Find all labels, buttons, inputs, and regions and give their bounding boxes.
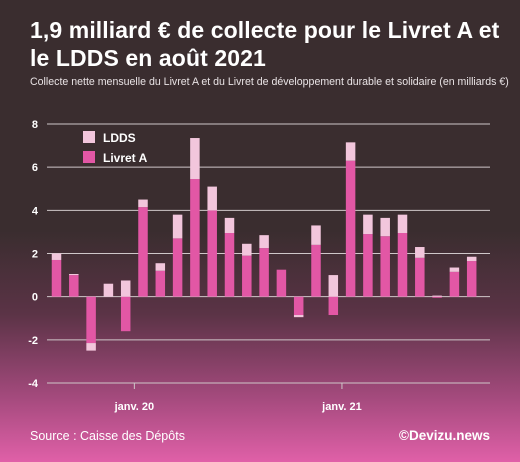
bar-livret-a bbox=[86, 296, 96, 344]
bar-livret-a bbox=[397, 232, 408, 297]
bar-ldds bbox=[103, 283, 114, 297]
bar-ldds bbox=[155, 263, 166, 271]
bar-ldds bbox=[138, 199, 148, 208]
source-note: Source : Caisse des Dépôts bbox=[30, 429, 185, 443]
bar-ldds bbox=[51, 253, 62, 260]
bar-livret-a bbox=[345, 160, 356, 297]
bar-livret-a bbox=[432, 296, 442, 298]
bar-livret-a bbox=[259, 248, 269, 297]
bar-livret-a bbox=[207, 210, 217, 297]
bar-livret-a bbox=[224, 232, 235, 297]
bar-livret-a bbox=[380, 236, 390, 297]
legend-swatch-ldds bbox=[83, 131, 95, 143]
bar-livret-a bbox=[242, 255, 252, 297]
bar-livret-a bbox=[155, 270, 166, 297]
y-axis-ticks: -4 -2 0 2 4 6 8 bbox=[28, 119, 39, 390]
legend: LDDS Livret A bbox=[83, 131, 148, 165]
bar-ldds bbox=[432, 295, 442, 297]
legend-swatch-livret-a bbox=[83, 151, 95, 163]
bar-ldds bbox=[242, 243, 252, 256]
bar-ldds bbox=[466, 256, 477, 262]
y-tick-label: 6 bbox=[32, 162, 38, 174]
y-tick-label: -2 bbox=[28, 335, 38, 347]
y-tick-label: 4 bbox=[32, 205, 39, 217]
bar-ldds bbox=[449, 267, 460, 272]
y-tick-label: 2 bbox=[32, 249, 38, 261]
bar-livret-a bbox=[276, 269, 287, 297]
bar-livret-a bbox=[172, 238, 183, 297]
bar-ldds bbox=[293, 315, 304, 318]
bar-ldds bbox=[190, 138, 200, 180]
bar-livret-a bbox=[466, 261, 477, 297]
legend-label-ldds: LDDS bbox=[103, 131, 136, 145]
x-tick-label: janv. 20 bbox=[114, 401, 155, 413]
bar-ldds bbox=[328, 275, 339, 297]
bar-ldds bbox=[397, 214, 408, 233]
bar-livret-a bbox=[51, 259, 62, 297]
bar-ldds bbox=[415, 247, 425, 258]
bar-ldds bbox=[69, 274, 79, 276]
bar-ldds bbox=[363, 214, 373, 235]
bar-livret-a bbox=[415, 257, 425, 297]
bar-ldds bbox=[172, 214, 183, 239]
bar-livret-a bbox=[449, 271, 460, 297]
bar-livret-a bbox=[120, 296, 131, 332]
chart-subtitle: Collecte nette mensuelle du Livret A et … bbox=[30, 76, 509, 88]
bar-livret-a bbox=[190, 179, 200, 297]
bar-ldds bbox=[345, 142, 356, 161]
bar-ldds bbox=[86, 343, 96, 351]
bar-ldds bbox=[311, 225, 321, 245]
bar-ldds bbox=[380, 217, 390, 237]
bar-livret-a bbox=[138, 207, 148, 297]
bar-ldds bbox=[120, 280, 131, 297]
bar-livret-a bbox=[311, 244, 321, 297]
bar-ldds bbox=[207, 186, 217, 211]
bar-livret-a bbox=[69, 275, 79, 297]
bar-livret-a bbox=[363, 234, 373, 297]
bar-ldds bbox=[224, 217, 235, 233]
credit-link[interactable]: ©Devizu.news bbox=[399, 428, 490, 443]
bar-livret-a bbox=[328, 296, 339, 316]
chart-title: 1,9 milliard € de collecte pour le Livre… bbox=[30, 17, 500, 71]
legend-label-livret-a: Livret A bbox=[103, 151, 148, 165]
x-axis: janv. 20 janv. 21 bbox=[47, 382, 490, 413]
bar-livret-a bbox=[293, 296, 304, 316]
bar-ldds bbox=[259, 235, 269, 249]
y-tick-label: 0 bbox=[32, 292, 38, 304]
x-tick-label: janv. 21 bbox=[321, 401, 362, 413]
y-tick-label: -4 bbox=[28, 378, 39, 390]
bars bbox=[51, 138, 477, 351]
y-tick-label: 8 bbox=[32, 119, 38, 131]
